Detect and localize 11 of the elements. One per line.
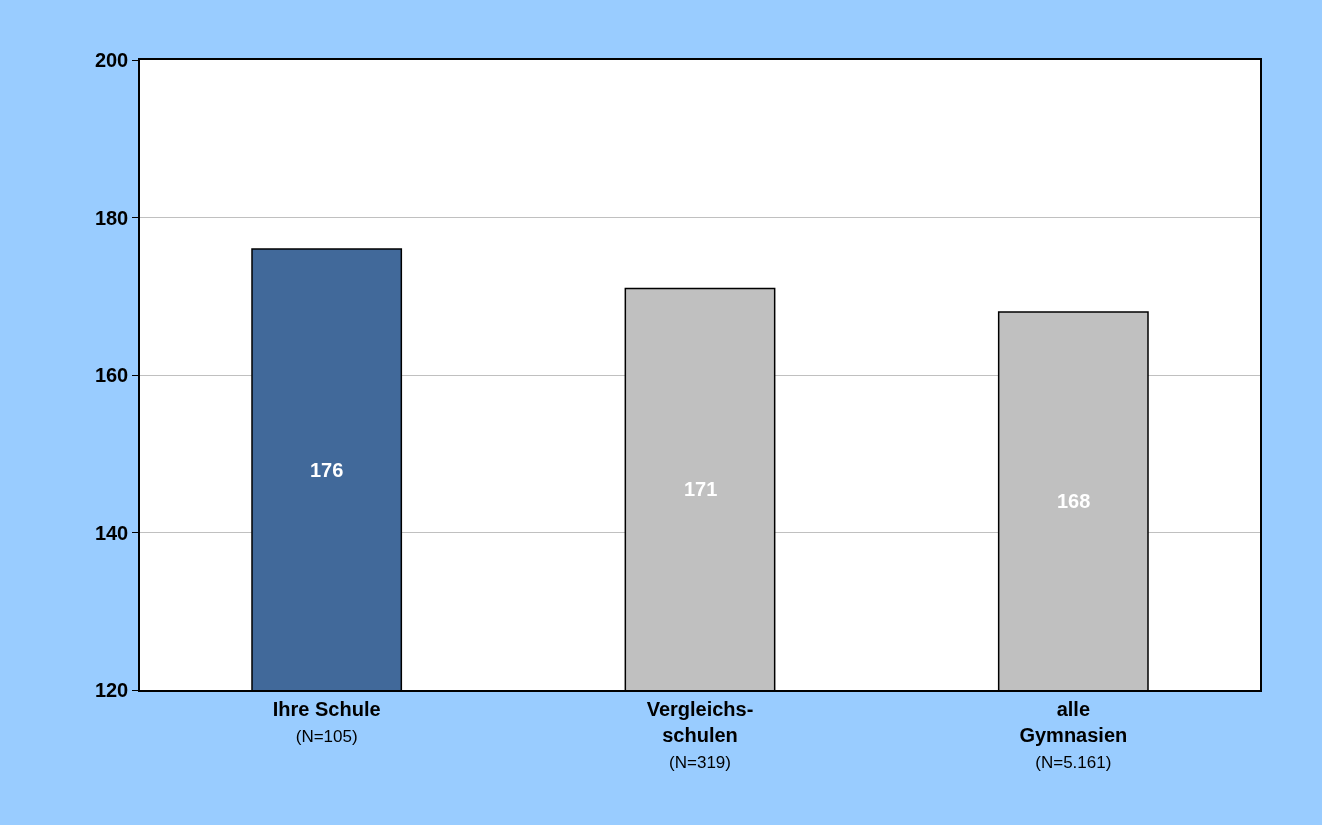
y-tick-label: 140 [94, 521, 129, 544]
x-tick-label: Ihre Schule (N=105) [272, 697, 381, 746]
y-tick-label: 120 [94, 679, 129, 701]
y-tick-label: 200 [94, 49, 129, 71]
y-tick-label: 160 [94, 364, 129, 386]
y-tick-label: 180 [94, 206, 129, 229]
data-label: 168 [1057, 490, 1091, 512]
x-tick-label: Vergleichs- schulen (N=319) [646, 697, 754, 772]
data-label: 171 [684, 478, 718, 500]
data-label: 176 [310, 459, 344, 481]
x-tick-label: alle Gymnasien (N=5.161) [1019, 697, 1128, 772]
